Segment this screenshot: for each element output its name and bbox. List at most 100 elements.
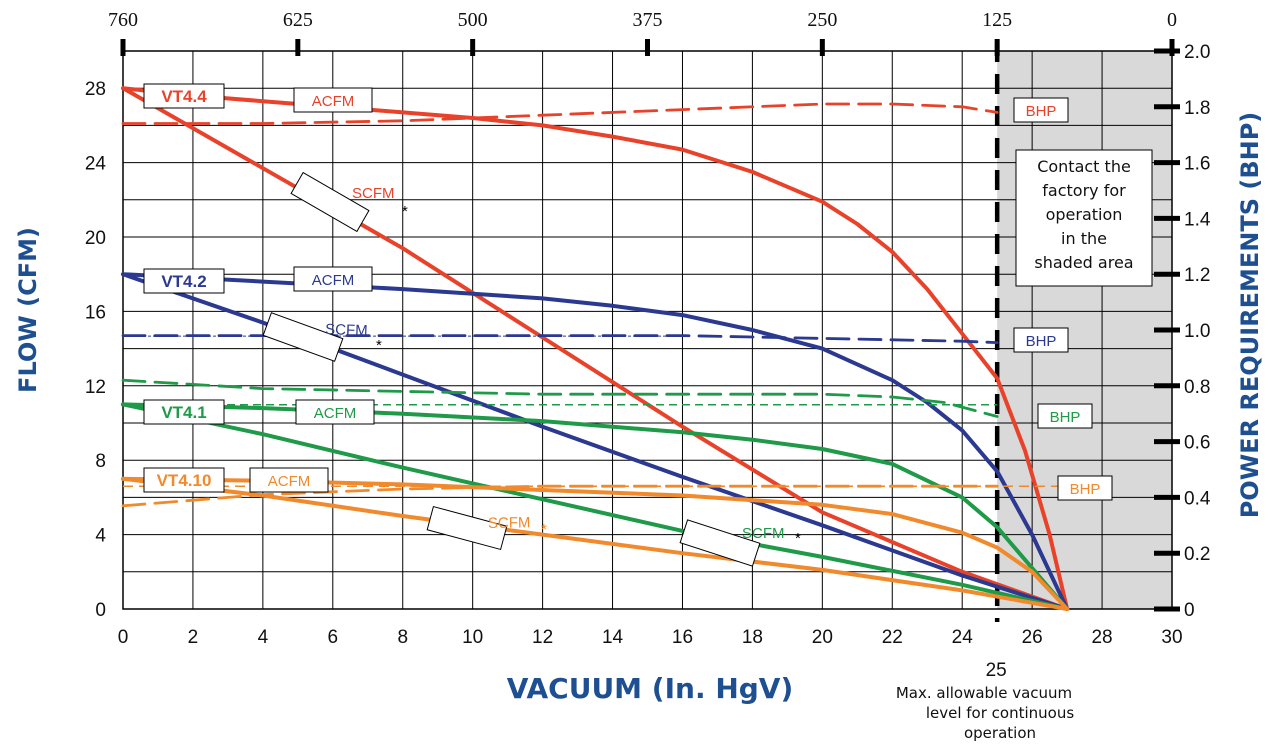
x-axis-label: 26 [1022,627,1043,648]
max-vacuum-caption: Max. allowable vacuum [896,684,1072,702]
bhp-label-VT4-10-box [1057,475,1113,501]
model-label-VT4-1-box [143,399,225,425]
max-vacuum-caption: operation [964,724,1036,742]
series-line-VT4-1-acfm [121,402,1070,611]
acfm-label-VT4-4-box [293,87,373,113]
x-axis-label: 12 [532,627,553,648]
x-axis-label: 14 [602,627,624,648]
acfm-label-VT4-1: ACFM [314,405,357,422]
left-axis-label: 28 [85,79,106,100]
series-line-VT4-2-acfm [121,272,1070,611]
series-line-VT4-4-bhp [121,102,999,125]
right-axis-title: POWER REQUIREMENTS (BHP) [1236,112,1264,519]
left-axis-title: FLOW (CFM) [14,227,42,393]
model-label-VT4-10-box [143,467,225,493]
acfm-label-VT4-10: ACFM [268,473,311,490]
bhp-label-VT4-1-box [1037,403,1093,429]
acfm-label-VT4-2-box [293,266,373,292]
scfm-label-group-VT4-4 [290,171,370,233]
scfm-label-VT4-10: SCFM [488,514,531,532]
x-axis-label: 2 [188,627,199,648]
scfm-label-VT4-4: SCFM [352,185,395,202]
scfm-label-group-VT4-10 [426,505,508,551]
right-axis-label: 2.0 [1184,42,1210,63]
left-axis-label: 16 [85,302,106,323]
right-axis-label: 1.4 [1184,209,1211,230]
bhp-label-VT4-4-box [1013,97,1069,123]
left-axis-label: 20 [85,228,106,249]
scfm-asterisk-VT4-1: * [795,530,801,547]
right-axis-label: 0.6 [1184,433,1210,454]
scfm-asterisk-VT4-10: * [541,521,547,538]
series-line-VT4-2-scfm [121,272,1070,611]
axis-text: 760 625 500 375 250 125 000.20.40.60.81.01.21.… [14,9,1264,742]
series-line-VT4-1-scfm [121,402,1070,611]
model-label-VT4-2: VT4.2 [161,272,206,291]
acfm-label-VT4-2: ACFM [312,272,355,289]
right-axis-label: 1.2 [1184,265,1210,286]
top-axis-label: 625 [283,9,313,31]
x-axis-label: 6 [328,627,339,648]
x-axis-title: VACUUM (In. HgV) [507,672,794,705]
top-axis-label: 0 [1167,9,1177,31]
x-axis-label: 28 [1091,627,1112,648]
series-line-VT4-10-scfm [121,476,1070,611]
series-line-VT4-4-scfm [121,86,1070,611]
max-vacuum-caption: level for continuous [926,704,1075,722]
x-axis-label: 16 [672,627,693,648]
shade-note-text: Contact the [1037,157,1131,176]
series-line-VT4-2-bhp [121,334,999,345]
max-vacuum-value: 25 [986,660,1007,681]
shade-note-text: in the [1061,229,1107,248]
scfm-box-VT4-1 [679,519,761,567]
model-label-VT4-4: VT4.4 [161,87,207,106]
top-axis-label: 760 [108,9,138,31]
x-axis-label: 22 [882,627,903,648]
right-axis-label: 0 [1184,600,1195,621]
x-axis-label: 10 [462,627,483,648]
acfm-label-VT4-1-box [295,399,375,425]
x-axis-label: 4 [258,627,269,648]
shade-note-text: shaded area [1034,253,1133,272]
top-axis-label: 125 [982,9,1012,31]
right-axis-label: 1.0 [1184,321,1210,342]
scfm-box-VT4-4 [290,171,370,233]
right-axis-label: 1.6 [1184,154,1210,175]
scfm-asterisk-VT4-4: * [402,203,408,220]
x-axis-label: 30 [1161,627,1182,648]
bhp-label-VT4-10: BHP [1070,481,1101,498]
scfm-label-group-VT4-1 [679,519,761,567]
model-label-VT4-4-box [143,83,225,109]
shade-note-text: operation [1046,205,1123,224]
right-axis-label: 0.4 [1184,488,1211,509]
scfm-label-VT4-2: SCFM [325,321,368,339]
x-axis-label: 0 [118,627,129,648]
right-axis-label: 0.2 [1184,544,1210,565]
series-line-VT4-10-acfm [121,476,1070,611]
model-label-VT4-10: VT4.10 [157,471,212,490]
model-label-VT4-1: VT4.1 [161,403,206,422]
scfm-label-group-VT4-2 [262,312,344,362]
shade-note-text: factory for [1042,181,1126,200]
bhp-label-VT4-2-box [1013,327,1069,353]
x-axis-label: 18 [742,627,763,648]
x-axis-label: 8 [397,627,408,648]
left-axis-label: 8 [95,451,106,472]
series-labels: Contact the factory for operation in the sha… [143,83,1153,567]
scfm-box-VT4-10 [426,505,508,551]
scfm-asterisk-VT4-2: * [376,337,382,354]
top-axis-label: 250 [807,9,837,31]
right-axis-label: 1.8 [1184,98,1210,119]
shade-note-box [1015,149,1153,287]
top-axis-label: 500 [458,9,488,31]
top-axis-label: 375 [633,9,663,31]
right-axis-label: 0.8 [1184,377,1210,398]
left-axis-label: 24 [85,154,107,175]
axes [120,39,1180,622]
scfm-box-VT4-2 [262,312,344,362]
x-axis-label: 20 [812,627,833,648]
bhp-label-VT4-2: BHP [1026,333,1057,350]
bhp-label-VT4-1: BHP [1050,409,1081,426]
acfm-label-VT4-10-box [249,467,329,493]
